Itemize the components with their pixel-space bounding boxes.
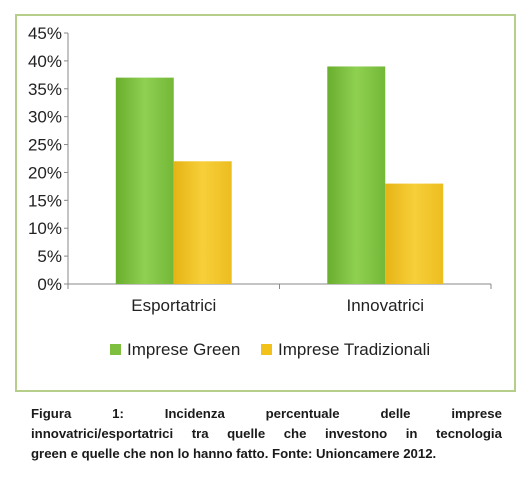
caption-word: che: [283, 426, 307, 441]
caption-line-2: innovatrici/esportatrici tra quelle che inve…: [31, 424, 502, 444]
y-tick-label: 25%: [28, 136, 62, 155]
caption-word: investono: [324, 426, 388, 441]
y-tick-label: 0%: [37, 275, 62, 294]
x-category-label: Innovatrici: [347, 296, 424, 315]
bar-imprese-green: [115, 77, 174, 284]
y-tick-label: 20%: [28, 163, 62, 182]
caption-word: in: [405, 426, 418, 441]
y-tick-label: 30%: [28, 108, 62, 127]
caption-word: 1:: [112, 406, 124, 421]
y-tick-label: 10%: [28, 219, 62, 238]
y-tick-label: 15%: [28, 191, 62, 210]
caption-word: tra: [191, 426, 209, 441]
bar-imprese-green: [327, 66, 386, 284]
caption-word: innovatrici/esportatrici: [31, 426, 174, 441]
caption-word: Figura: [31, 406, 72, 421]
legend-label: Imprese Tradizionali: [278, 340, 430, 359]
y-tick-label: 35%: [28, 80, 62, 99]
bar-imprese-tradizionali: [173, 161, 232, 284]
caption-word: percentuale: [265, 406, 340, 421]
bar-chart: 0% 5% 10% 15% 20% 25% 30% 35% 40% 45% Esportatrici…: [28, 24, 492, 359]
caption-word: tecnologia: [435, 426, 502, 441]
legend-label: Imprese Green: [127, 340, 240, 359]
legend-swatch: [110, 344, 121, 355]
bar-imprese-tradizionali: [385, 183, 444, 284]
y-tick-label: 45%: [28, 24, 62, 43]
x-category-label: Esportatrici: [131, 296, 216, 315]
caption-line-3: green e quelle che non lo hanno fatto. F…: [31, 446, 437, 461]
caption-word: delle: [380, 406, 411, 421]
caption-word: Incidenza: [164, 406, 225, 421]
caption-line-1: Figura 1: Incidenza percentuale delle imprese: [31, 404, 502, 424]
caption-word: imprese: [451, 406, 502, 421]
figure-caption: Figura 1: Incidenza percentuale delle imprese…: [31, 404, 502, 464]
y-tick-label: 40%: [28, 52, 62, 71]
legend-swatch: [261, 344, 272, 355]
y-tick-label: 5%: [37, 247, 62, 266]
caption-word: quelle: [227, 426, 266, 441]
